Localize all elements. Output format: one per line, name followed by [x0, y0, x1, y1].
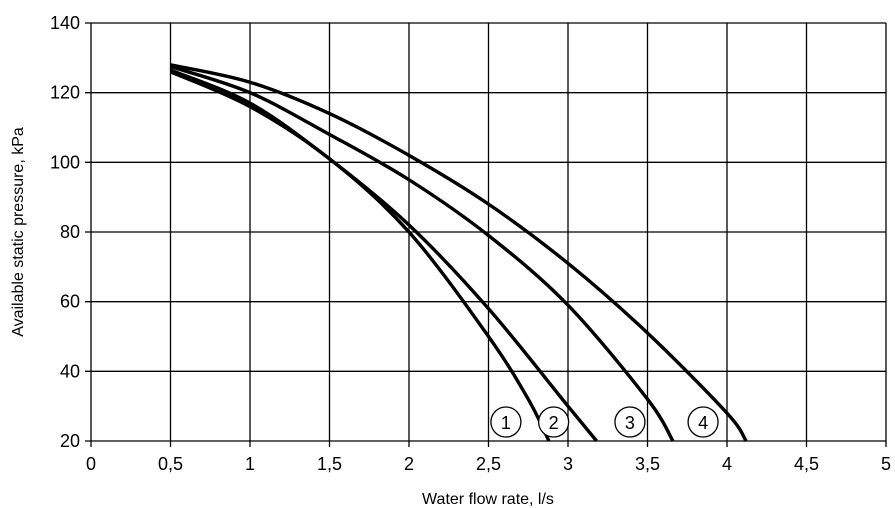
- x-tick-label: 0,5: [158, 454, 183, 474]
- pressure-curves: [169, 63, 748, 443]
- y-axis-title: Available static pressure, kPa: [10, 127, 27, 337]
- x-tick-label: 3,5: [635, 454, 660, 474]
- curve-label-circle: [614, 406, 646, 438]
- curve-label-3: 3: [614, 406, 646, 438]
- x-tick-label: 1: [245, 454, 255, 474]
- x-axis-title: Water flow rate, l/s: [422, 491, 554, 508]
- curve-3: [169, 64, 675, 442]
- x-tick-label: 4: [722, 454, 732, 474]
- x-tick-label: 3: [563, 454, 573, 474]
- x-tick-label: 2,5: [476, 454, 501, 474]
- y-tick-labels: 20 40 60 80 100 120 140: [50, 13, 80, 451]
- x-tick-label: 1,5: [317, 454, 342, 474]
- y-tick-label: 120: [50, 83, 80, 103]
- x-tick-label: 2: [404, 454, 414, 474]
- curve-label-4: 4: [687, 406, 719, 438]
- x-tick-labels: 0 0,5 1 1,5 2 2,5 3 3,5 4 4,5 5: [86, 454, 891, 474]
- curve-1: [169, 70, 551, 442]
- curve-label-circle: [537, 406, 570, 438]
- curve-4: [170, 63, 748, 442]
- curve-label-1: 1: [490, 406, 522, 438]
- x-tick-label: 5: [881, 454, 891, 474]
- x-tick-label: 0: [86, 454, 96, 474]
- curve-label-circle: [490, 406, 522, 438]
- y-tick-label: 40: [60, 361, 80, 381]
- curve-2: [169, 68, 598, 443]
- curve-label-text: 1: [501, 413, 511, 433]
- curve-label-text: 2: [549, 413, 559, 433]
- curve-label-2: 2: [537, 406, 570, 438]
- curve-label-text: 4: [698, 413, 708, 433]
- y-tick-label: 20: [60, 431, 80, 451]
- curve-label-text: 3: [625, 413, 635, 433]
- x-tick-label: 4,5: [794, 454, 819, 474]
- y-tick-label: 100: [50, 152, 80, 172]
- curve-number-labels: 1 2 3 4: [490, 406, 719, 438]
- curve-label-circle: [687, 406, 719, 438]
- grid-lines: [85, 22, 887, 447]
- y-tick-label: 60: [60, 292, 80, 312]
- y-tick-label: 140: [50, 13, 80, 33]
- y-tick-label: 80: [60, 222, 80, 242]
